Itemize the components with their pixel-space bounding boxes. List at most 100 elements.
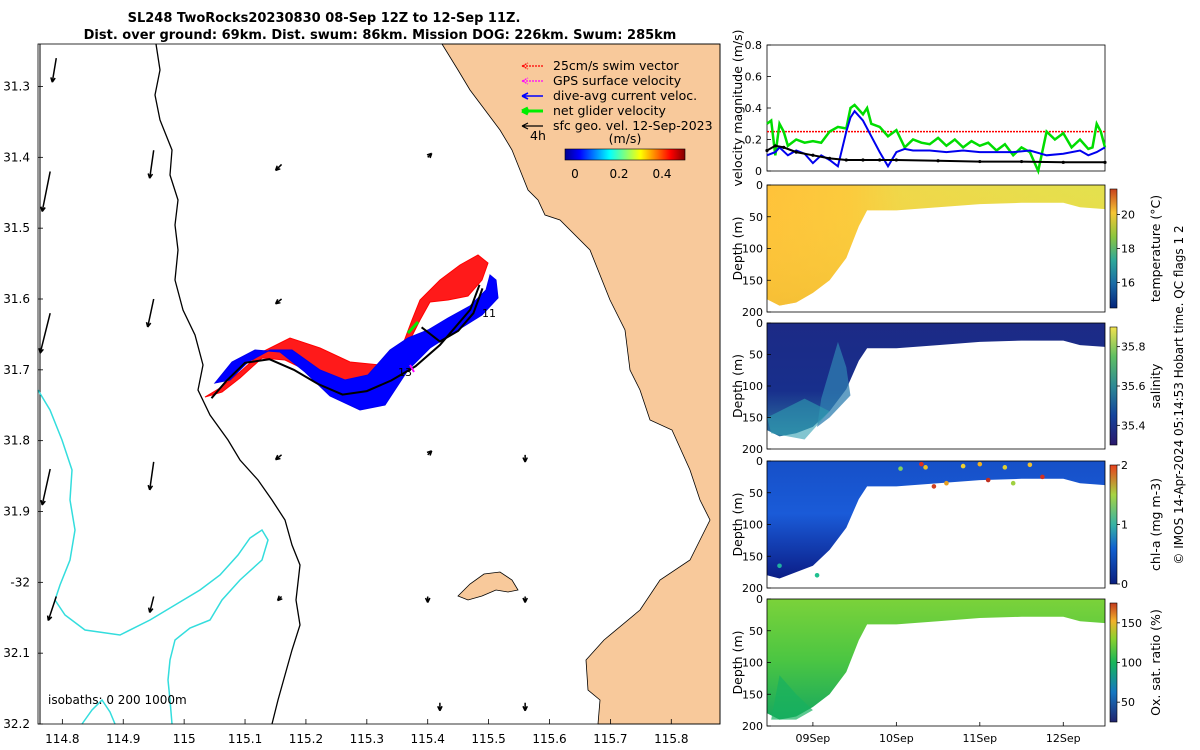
map-lon-tick: 115.8 [654,732,688,746]
geo-point [936,159,940,163]
legend-net: net glider velocity [553,103,667,118]
depth-tick: 50 [749,487,763,500]
geo-point [894,158,898,162]
map-lon-tick: 115.7 [593,732,627,746]
velocity-series-dive-avg [766,109,1106,169]
geo-arrow [274,298,283,305]
geo-point [773,144,777,148]
colorbar-tick: 1 [1121,519,1128,532]
map-title-line2: Dist. over ground: 69km. Dist. swum: 86k… [84,28,677,43]
date-axis: 09Sep 10Sep 11Sep 12Sep [796,722,1081,745]
geo-arrow [147,596,155,613]
legend-net-arrow [521,106,543,116]
section-fill-chla [767,461,1105,579]
colorbar-tick: 2 [1121,459,1128,472]
chla-highlight [960,463,966,469]
legend-geo: sfc geo. vel. 12-Sep-2023 [553,118,713,133]
day-label-11: 11 [482,307,496,320]
velocity-axes [766,44,1106,172]
depth-tick: 100 [742,657,763,670]
geo-arrow [40,171,51,212]
geo-point [827,156,832,160]
rottnest-island [457,571,519,601]
colorbar-label-oxygen: Ox. sat. ratio (%) [1148,609,1163,716]
map-lat-tick: 32.2 [3,717,30,731]
colorbar-chla [1109,464,1118,585]
geo-arrow [274,163,283,172]
geo-arrow [147,150,155,179]
salinity-plume [817,341,851,427]
geo-arrow [145,298,155,328]
speed-colorbar [564,148,686,161]
chla-highlight [1002,465,1008,470]
geo-point [794,150,798,154]
velocity-ytick: 0 [755,165,762,178]
geo-point [811,153,815,157]
colorbar-label-temperature: temperature (°C) [1148,195,1163,302]
isobath-1000-lower [81,698,116,725]
oxygen-deep [771,675,813,720]
chla-highlight [923,465,928,470]
isobath-200 [154,43,301,725]
section-fill-salinity [767,323,1105,437]
geo-arrow [424,596,431,603]
geo-point [844,158,848,162]
depth-label: Depth (m) [730,493,745,557]
velocity-ytick: 0.4 [745,102,763,115]
map-lat-tick: 31.9 [3,505,30,519]
colorbar-oxygen [1109,602,1118,723]
geo-arrow [437,702,443,712]
salinity-deep [767,398,830,440]
map-lon-tick: 115.5 [471,732,505,746]
velocity-ytick: 0.6 [745,71,763,84]
chla-highlight [1010,480,1016,486]
date-tick: 11Sep [962,732,997,745]
geo-point [861,158,865,162]
speed-cbar-tick-04: 0.4 [652,167,671,181]
map-lat-tick: 31.6 [3,292,30,306]
legend-arrow-scale: 4h [530,128,546,143]
map-legend: 25cm/s swim vector GPS surface velocity … [521,58,713,181]
depth-tick: 0 [756,593,763,606]
legend-diveavg-arrow [521,92,543,100]
section-oxygen: 0 50 100 150 200 Depth (m) 50 100 150 Ox. sat. ra… [730,593,1163,733]
section-salinity: 0 50 100 150 200 Depth (m) 35.4 35.6 35.8salinit… [730,317,1163,456]
dive-avg-current [213,274,499,411]
colorbar-tick: 18 [1121,243,1135,256]
gps-velocity-marks [409,364,415,373]
velocity-series [765,103,1107,176]
colorbar-tick: 35.8 [1121,341,1146,354]
colorbar-tick: 150 [1121,617,1142,630]
geo-arrow [276,595,283,602]
depth-tick: 0 [756,317,763,330]
map-lat-tick: 32.1 [3,646,30,660]
legend-swim: 25cm/s swim vector [553,58,680,73]
map-frame [37,43,721,725]
depth-tick: 150 [742,412,763,425]
colorbar-label-salinity: salinity [1148,363,1163,408]
land [441,43,721,725]
depth-label: Depth (m) [730,631,745,695]
date-tick: 09Sep [796,732,831,745]
glider-track: 11 13 [204,254,499,411]
legend-gps-arrow [521,77,543,85]
chla-highlight [1027,462,1033,468]
colorbar-title: (m/s) [609,131,642,146]
day-label-13: 13 [398,366,412,379]
depth-label: Depth (m) [730,354,745,418]
depth-tick: 100 [742,243,763,256]
geo-arrow [522,702,528,712]
depth-tick: 0 [756,455,763,468]
section-fill-oxygen [767,599,1105,720]
chla-highlight [814,573,820,578]
velocity-y-axis: 0 0.2 0.4 0.6 0.8 [745,39,771,178]
geo-point [1103,160,1107,164]
map-lat-tick: 31.7 [3,363,30,377]
footer-note: © IMOS 14-Apr-2024 05:14:53 Hobart time.… [1172,225,1186,564]
depth-tick: 100 [742,519,763,532]
colorbar-tick: 35.6 [1121,380,1146,393]
colorbar-tick: 100 [1121,657,1142,670]
glider-track-line [210,284,481,399]
